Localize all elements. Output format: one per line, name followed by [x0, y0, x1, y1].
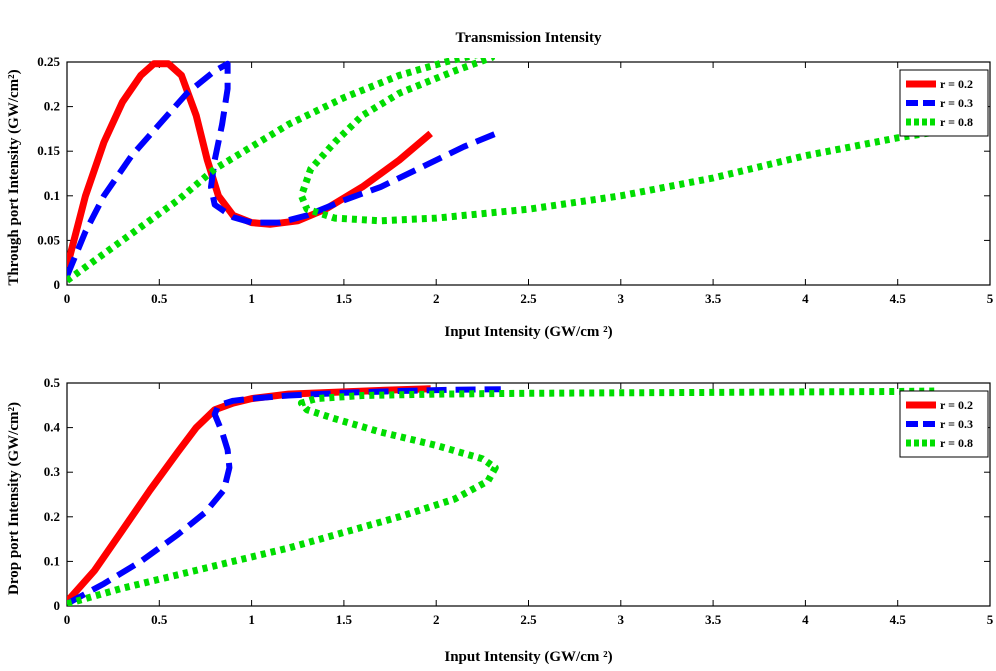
series-line-r-0-3	[67, 386, 501, 606]
x-tick-label: 2.5	[520, 291, 537, 306]
x-tick-label: 0.5	[151, 291, 168, 306]
legend: r = 0.2 r = 0.3 r = 0.8	[899, 390, 989, 458]
y-tick-label: 0	[54, 277, 61, 292]
y-tick-label: 0.5	[44, 375, 61, 390]
x-tick-label: 4.5	[890, 612, 907, 627]
y-axis-label: Drop port Intensity (GW/cm²)	[6, 402, 22, 595]
x-tick-label: 1.5	[336, 291, 353, 306]
series-line-r-0-8	[67, 58, 939, 284]
plot-area	[66, 61, 991, 286]
legend-label: r = 0.8	[940, 436, 973, 450]
legend-label: r = 0.2	[940, 77, 973, 91]
y-tick-label: 0	[54, 598, 61, 613]
y-tick-label: 0.3	[44, 464, 61, 479]
x-tick-label: 1	[248, 291, 255, 306]
x-tick-label: 3.5	[705, 291, 722, 306]
x-tick-label: 3.5	[705, 612, 722, 627]
legend-label: r = 0.2	[940, 398, 973, 412]
x-tick-label: 3	[618, 291, 625, 306]
y-tick-label: 0.4	[44, 420, 61, 435]
x-tick-label: 4.5	[890, 291, 907, 306]
through-port-chart: 0 0.5 1 1.5 2 2.5 3 3.5 4 4.5 5 0 0.05 0.1 0.15 0.2 0.25…	[6, 30, 994, 340]
series-line-r-0-8	[67, 387, 939, 606]
y-axis-label: Through port Intensity (GW/cm²)	[6, 69, 22, 285]
x-tick-label: 5	[987, 291, 994, 306]
y-tick-label: 0.05	[37, 232, 60, 247]
x-tick-label: 0.5	[151, 612, 168, 627]
legend-label: r = 0.8	[940, 115, 973, 129]
y-tick-label: 0.2	[44, 99, 60, 114]
x-tick-label: 2	[433, 291, 440, 306]
x-tick-label: 4	[802, 291, 809, 306]
chart-title: Transmission Intensity	[455, 30, 602, 46]
x-tick-label: 0	[64, 291, 71, 306]
x-tick-label: 4	[802, 612, 809, 627]
x-axis-label: Input Intensity (GW/cm ²)	[444, 324, 612, 340]
y-tick-label: 0.15	[37, 143, 60, 158]
y-tick-label: 0.2	[44, 509, 60, 524]
x-tick-label: 1	[248, 612, 255, 627]
x-axis-label: Input Intensity (GW/cm ²)	[444, 649, 612, 665]
legend: r = 0.2 r = 0.3 r = 0.8	[899, 69, 989, 137]
y-tick-label: 0.25	[37, 54, 60, 69]
x-tick-label: 3	[618, 612, 625, 627]
x-tick-label: 5	[987, 612, 994, 627]
legend-label: r = 0.3	[940, 417, 973, 431]
y-tick-label: 0.1	[44, 553, 60, 568]
x-tick-label: 2	[433, 612, 440, 627]
y-tick-label: 0.1	[44, 188, 60, 203]
x-tick-label: 2.5	[520, 612, 537, 627]
drop-port-chart: 0 0.5 1 1.5 2 2.5 3 3.5 4 4.5 5 0 0.1 0.2 0.3 0.4 0.5 Inp…	[6, 375, 994, 665]
legend-label: r = 0.3	[940, 96, 973, 110]
x-tick-label: 0	[64, 612, 71, 627]
x-tick-label: 1.5	[336, 612, 353, 627]
